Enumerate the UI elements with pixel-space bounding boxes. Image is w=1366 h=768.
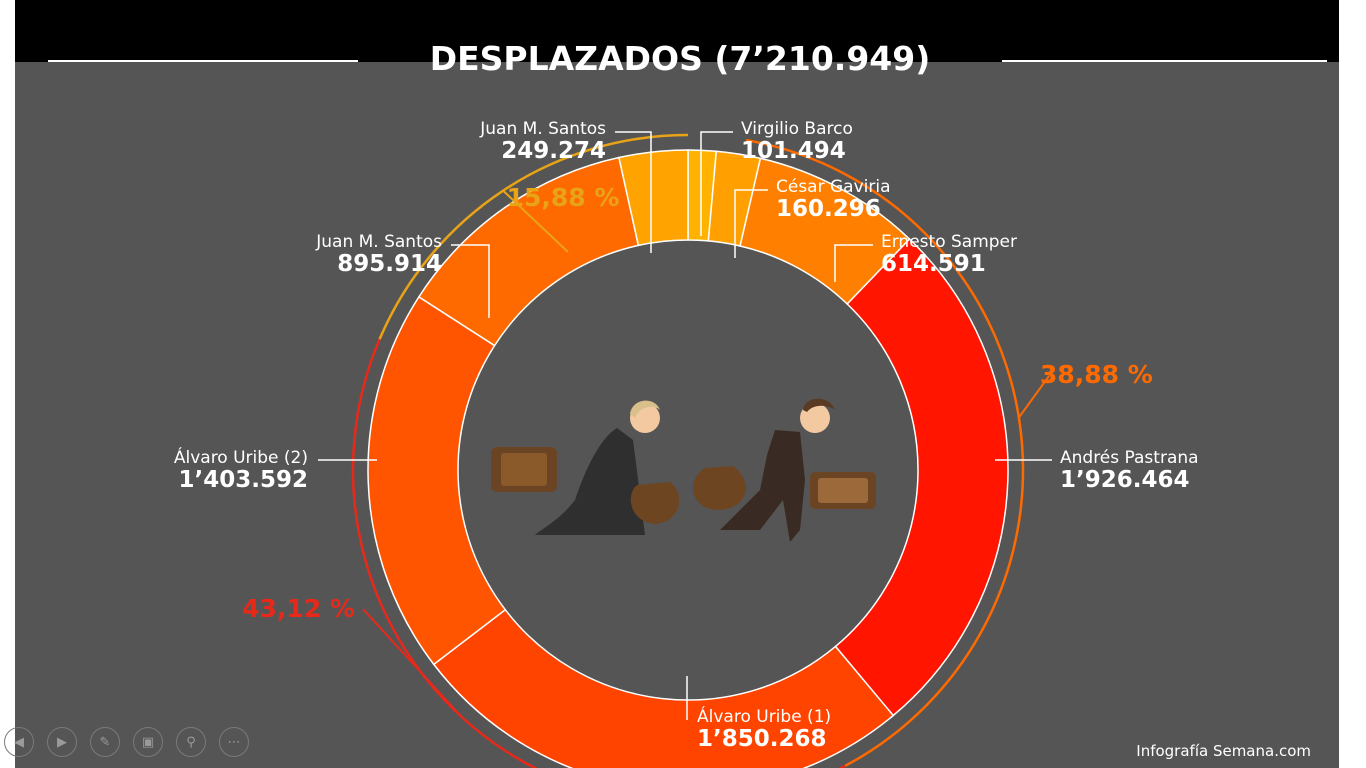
slice-leader — [734, 189, 768, 258]
slice-leader — [700, 131, 733, 236]
donut-slice — [834, 238, 1009, 717]
previous-icon: ◀ — [14, 734, 24, 750]
slides-grid-icon: ▣ — [141, 734, 155, 750]
donut-slice — [432, 608, 895, 768]
next-slide-button[interactable]: ▶ — [47, 727, 77, 757]
sack — [693, 466, 746, 510]
previous-slide-button[interactable]: ◀ — [4, 727, 34, 757]
more-options-button[interactable]: ⋯ — [219, 727, 249, 757]
group-leader — [502, 189, 569, 253]
slice-value-label: 160.296 — [776, 196, 881, 222]
slice-name-label: Álvaro Uribe (1) — [697, 705, 831, 727]
next-icon: ▶ — [57, 734, 67, 750]
zoom-button[interactable]: ⚲ — [176, 727, 206, 757]
slice-name-label: Juan M. Santos — [479, 119, 606, 139]
donut-slice — [367, 295, 507, 666]
see-all-slides-button[interactable]: ▣ — [133, 727, 163, 757]
group-leader — [1018, 375, 1050, 419]
group-leader — [362, 608, 463, 718]
slice-name-label: Juan M. Santos — [315, 232, 442, 252]
slice-value-label: 101.494 — [741, 138, 846, 164]
chart-title: DESPLAZADOS (7’210.949) — [430, 39, 931, 78]
slice-value-label: 249.274 — [501, 138, 606, 164]
credit: Infografía Semana.com — [1136, 742, 1311, 760]
slice-leader — [451, 244, 490, 318]
group-percent-label: 43,12 % — [242, 594, 355, 623]
ellipsis-icon: ⋯ — [227, 734, 241, 750]
slice-value-label: 1’926.464 — [1060, 467, 1190, 493]
slice-value-label: 895.914 — [337, 251, 442, 277]
slideshow-controls: ◀ ▶ ✎ ▣ ⚲ ⋯ — [4, 727, 249, 761]
slice-value-label: 614.591 — [881, 251, 986, 277]
slice-name-label: Álvaro Uribe (2) — [174, 446, 308, 468]
donut-chart: DESPLAZADOS (7’210.949) 38,88 % 43,12 % 15… — [48, 39, 1327, 768]
group-percent-label: 15,88 % — [507, 183, 620, 212]
group-arc — [745, 138, 1025, 767]
magnifier-icon: ⚲ — [186, 734, 196, 750]
displaced-people-illustration — [491, 398, 876, 542]
donut-slice — [618, 149, 689, 247]
slice-leader — [834, 244, 873, 282]
slice-value-label: 1’403.592 — [179, 467, 309, 493]
group-percent-label: 38,88 % — [1040, 360, 1153, 389]
pen-icon: ✎ — [99, 734, 111, 750]
slice-name-label: Ernesto Samper — [881, 232, 1017, 252]
slice-leader — [615, 131, 652, 253]
sack — [630, 482, 680, 524]
slide: DESPLAZADOS (7’210.949) 38,88 % 43,12 % 15… — [15, 0, 1339, 768]
slice-value-label: 1’850.268 — [697, 726, 827, 752]
woman-figure — [535, 428, 645, 535]
man-figure — [720, 430, 805, 542]
pen-button[interactable]: ✎ — [90, 727, 120, 757]
slice-name-label: Virgilio Barco — [741, 119, 853, 139]
top-bar — [15, 0, 1339, 62]
slice-name-label: Andrés Pastrana — [1060, 448, 1199, 468]
slice-name-label: César Gaviria — [776, 177, 891, 197]
